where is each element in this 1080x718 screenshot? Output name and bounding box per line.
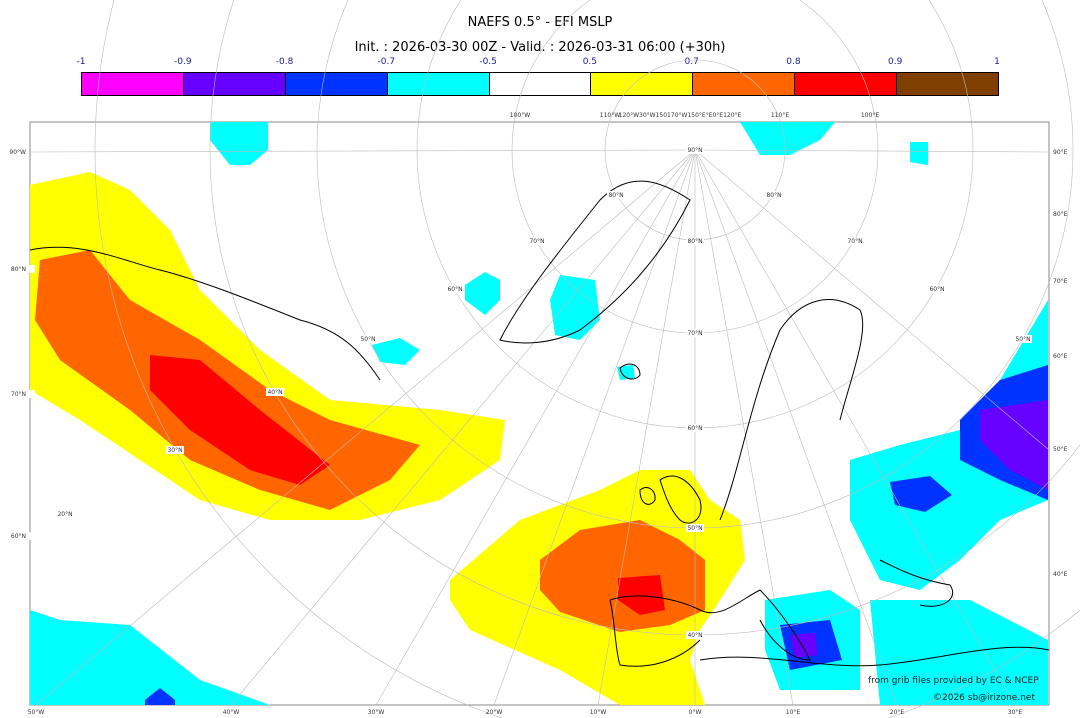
efi-red-europe [618,575,665,615]
axis-labels: 100°W 110°W120°W30°W150170°W150°E°E0°E120… [9,112,1067,716]
efi-cyan-iceland [617,365,635,380]
colorbar-tick: 0.5 [582,57,598,67]
colorbar-swatch [489,73,592,95]
right-axis-label: 90°E [1053,149,1068,156]
colorbar-tick: 0.9 [888,57,903,67]
colorbar-swatch [591,73,694,95]
graticule-label: 60°N [929,286,944,293]
colorbar-swatch [82,73,184,95]
efi-blue-sw [145,688,175,705]
efi-cyan-arctic [740,122,835,155]
map-title: NAEFS 0.5° - EFI MSLP [467,15,613,30]
colorbar-tick: -1 [76,57,86,67]
bottom-axis-label: 0°W [689,709,702,716]
right-axis-label: 40°E [1053,571,1068,578]
graticule-label: 80°N [608,192,623,199]
efi-cyan-north [210,122,268,165]
efi-cyan-se [870,600,1048,705]
source-credit: from grib files provided by EC & NCEP [868,676,1039,686]
right-axis-label: 50°E [1053,446,1068,453]
left-axis-label: 70°N [11,391,26,398]
efi-cyan-sw [30,610,270,705]
efi-cyan-arctic-small [910,142,928,165]
graticule-label: 40°N [267,389,282,396]
bottom-axis-label: 10°E [786,709,801,716]
colorbar-tick: -0.8 [275,57,294,67]
bottom-axis-label: 50°W [28,709,45,716]
map-subtitle: Init. : 2026-03-30 00Z - Valid. : 2026-0… [354,40,726,55]
bottom-axis-label: 10°W [590,709,607,716]
colorbar-tick: 1 [994,57,1000,67]
efi-cyan-greenland-w [465,272,500,315]
top-axis-label: 120°W30°W150170°W150°E°E0°E120°E [619,112,742,119]
graticule-label: 80°N [687,238,702,245]
efi-fields [30,122,1048,705]
bottom-axis-label: 20°W [486,709,503,716]
colorbar-tick: -0.5 [479,57,497,67]
colorbar [81,72,999,96]
efi-purple-east [980,400,1048,490]
colorbar-tick: -0.7 [377,57,396,67]
graticule-label: 60°N [447,286,462,293]
bottom-axis-label: 30°W [368,709,385,716]
graticule-label: 80°N [766,192,781,199]
colorbar-swatch [693,73,796,95]
top-axis-label: 110°W [600,112,620,119]
right-axis-label: 80°E [1053,211,1068,218]
graticule-label: 50°N [360,336,375,343]
efi-purple-med [790,633,818,658]
colorbar-swatch [183,73,286,95]
copyright: ©2026 sb@irizone.net [933,693,1035,703]
efi-blue-black-sea [890,476,952,512]
left-axis-label: 60°N [11,533,26,540]
colorbar-tick: 0.8 [786,57,801,67]
bottom-axis-label: 40°W [223,709,240,716]
right-axis-label: 60°E [1053,353,1068,360]
efi-yellow-atlantic [30,172,505,520]
colorbar-tick: 0.7 [684,57,699,67]
colorbar-tick: -0.9 [173,57,192,67]
left-axis-label: 80°N [11,266,26,273]
graticule-label: 30°N [167,447,182,454]
top-axis-label: 100°W [510,112,530,119]
efi-cyan-labrador [372,338,420,365]
colorbar-swatch [795,73,898,95]
top-axis-label: 100°E [861,112,879,119]
efi-cyan-east [850,300,1048,590]
left-axis-label: 90°W [9,149,26,156]
graticule-label: 90°N [687,147,702,154]
graticule-label: 40°N [687,632,702,639]
graticule-label: 50°N [1015,336,1030,343]
colorbar-swatch [387,73,490,95]
colorbar-swatch [897,73,999,95]
coastlines [29,180,1050,667]
efi-orange-atlantic [35,250,420,510]
graticule-label: 60°N [687,425,702,432]
bottom-axis-label: 20°E [890,709,905,716]
right-axis-label: 70°E [1053,278,1068,285]
graticule-label: 20°N [57,511,72,518]
graticule-label: 50°N [687,525,702,532]
graticule-label: 70°N [687,330,702,337]
graticule-labels: 90°N 80°N 80°N 80°N 70°N 70°N 70°N 60°N 60°N 60°N… [56,146,1032,639]
colorbar-swatch [285,73,388,95]
top-axis-label: 110°E [771,112,789,119]
graticule-label: 70°N [529,238,544,245]
efi-red-atlantic [150,355,330,485]
graticule-label: 70°N [847,238,862,245]
bottom-axis-label: 30°E [1008,709,1023,716]
